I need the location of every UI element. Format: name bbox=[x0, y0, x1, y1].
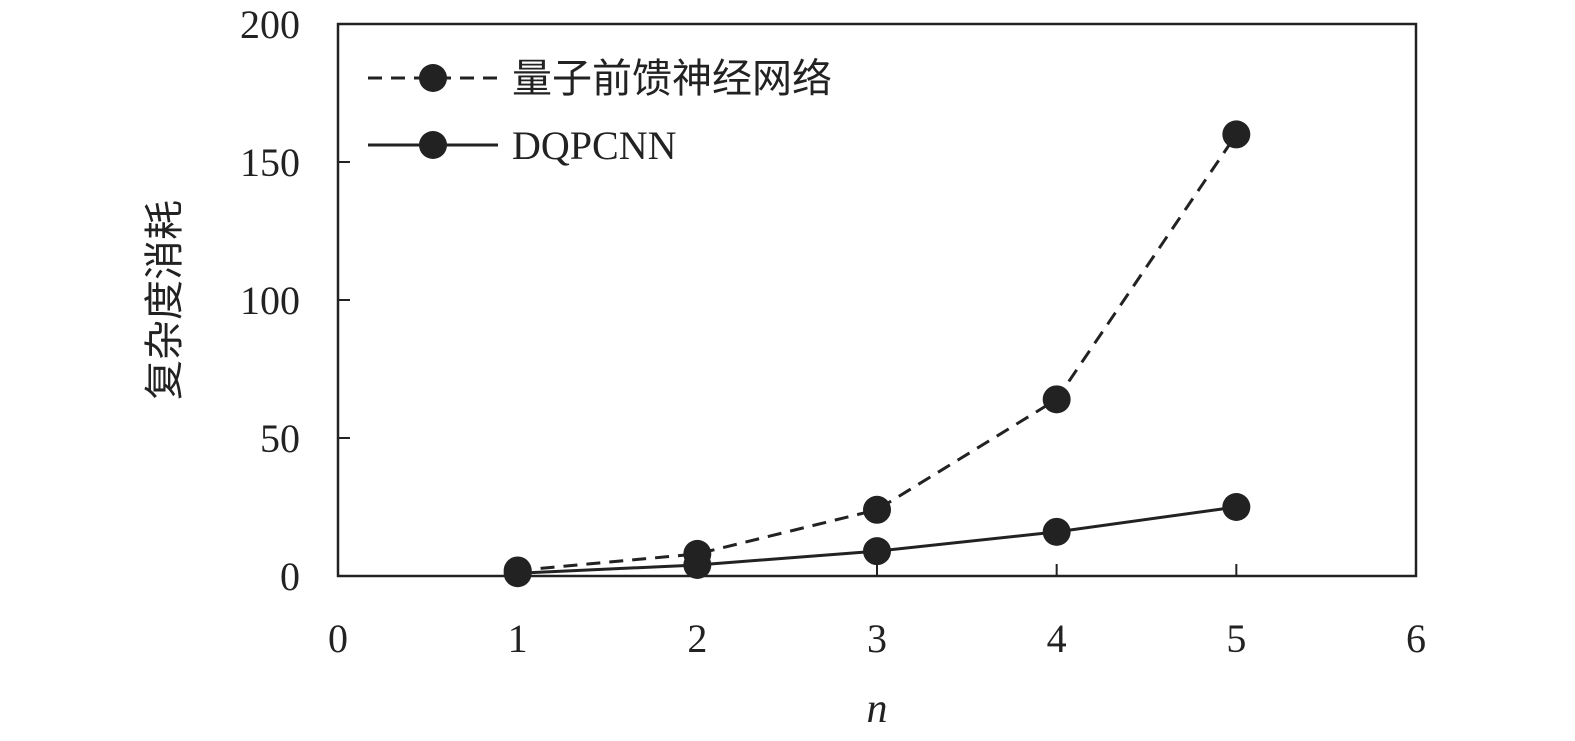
data-point bbox=[863, 537, 891, 566]
data-point bbox=[1042, 517, 1071, 546]
axes: 0 1 2 3 4 5 6 0 50 100 150 200 bbox=[240, 2, 1426, 661]
data-point bbox=[1042, 385, 1071, 414]
x-axis-title: n bbox=[867, 686, 888, 732]
data-point bbox=[503, 559, 532, 588]
y-tick-label: 200 bbox=[240, 2, 300, 47]
x-tick-label: 1 bbox=[508, 616, 528, 661]
y-tick-label: 0 bbox=[280, 554, 300, 599]
series-area bbox=[503, 120, 1251, 588]
legend-label-0: 量子前馈神经网络 bbox=[512, 56, 832, 102]
y-tick-label: 150 bbox=[240, 140, 300, 185]
data-point bbox=[1222, 120, 1251, 149]
x-tick-label: 4 bbox=[1047, 616, 1067, 661]
x-tick-label: 6 bbox=[1406, 616, 1426, 661]
y-axis-title: 复杂度消耗 bbox=[142, 200, 188, 400]
y-tick-label: 100 bbox=[240, 278, 300, 323]
plot-frame bbox=[336, 22, 1418, 578]
series-line bbox=[517, 133, 1238, 572]
legend-marker-0 bbox=[419, 64, 447, 92]
data-point bbox=[683, 550, 712, 579]
legend-label-1: DQPCNN bbox=[512, 123, 676, 168]
series-0 bbox=[503, 120, 1251, 585]
x-tick-label: 0 bbox=[328, 616, 348, 661]
legend-marker-1 bbox=[419, 131, 447, 159]
y-tick-label: 50 bbox=[260, 416, 300, 461]
data-point bbox=[863, 495, 891, 524]
x-tick-label: 3 bbox=[867, 616, 887, 661]
series-1 bbox=[503, 493, 1251, 588]
x-tick-label: 2 bbox=[687, 616, 707, 661]
data-point bbox=[1222, 493, 1251, 521]
legend: 量子前馈神经网络 DQPCNN bbox=[368, 56, 832, 168]
x-tick-label: 5 bbox=[1226, 616, 1246, 661]
